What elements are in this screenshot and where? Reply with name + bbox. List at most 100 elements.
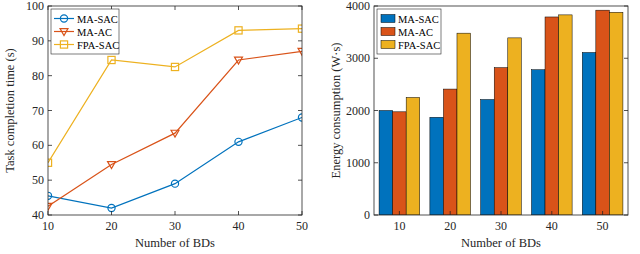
x-tick-label: 50	[597, 219, 609, 233]
y-tick-label: 3000	[346, 51, 370, 65]
legend-label: MA-SAC	[398, 14, 439, 25]
x-tick	[501, 211, 502, 215]
y-tick	[374, 58, 378, 59]
bar	[457, 33, 471, 215]
y-tick	[624, 215, 628, 216]
y-tick	[374, 215, 378, 216]
y-tick	[298, 40, 302, 41]
legend: MA-SAC MA-AC FPA-SAC	[51, 9, 119, 54]
bar	[582, 53, 596, 215]
marker	[171, 130, 179, 137]
x-tick-label: 40	[233, 219, 245, 233]
legend-box	[51, 9, 119, 54]
x-tick	[551, 211, 552, 215]
bar	[596, 10, 610, 215]
marker	[298, 114, 302, 121]
bar	[559, 15, 573, 215]
marker	[48, 192, 52, 199]
y-tick	[374, 6, 378, 7]
y-tick	[298, 75, 302, 76]
line	[48, 51, 302, 206]
y-tick	[48, 110, 52, 111]
x-tick	[238, 211, 239, 215]
legend-box	[377, 9, 441, 54]
legend: MA-SAC MA-AC FPA-SAC	[377, 9, 441, 54]
x-tick	[48, 6, 49, 10]
legend-label: FPA-SAC	[77, 40, 119, 51]
bar	[531, 70, 545, 215]
bar	[481, 100, 495, 215]
y-tick	[298, 145, 302, 146]
legend-swatch	[381, 41, 395, 49]
marker	[60, 41, 67, 48]
x-tick	[602, 211, 603, 215]
marker	[298, 48, 302, 55]
x-axis-title: Number of BDs	[135, 236, 215, 250]
bar	[494, 68, 508, 215]
chart: 4050607080901001020304050Number of BDsTa…	[3, 0, 308, 250]
bar	[406, 97, 420, 215]
marker	[298, 25, 302, 32]
legend-label: MA-SAC	[77, 14, 118, 25]
x-tick-label: 20	[444, 219, 456, 233]
y-tick	[48, 215, 52, 216]
y-tick-label: 4000	[346, 0, 370, 13]
y-tick-label: 90	[32, 34, 44, 48]
legend-swatch	[381, 28, 395, 36]
frame	[374, 6, 628, 215]
y-tick	[624, 6, 628, 7]
y-tick	[298, 180, 302, 181]
y-tick	[48, 75, 52, 76]
y-tick-label: 100	[26, 0, 44, 13]
y-tick	[624, 162, 628, 163]
x-tick-label: 50	[296, 219, 308, 233]
x-tick	[175, 6, 176, 10]
line	[48, 29, 302, 163]
x-tick-label: 40	[546, 219, 558, 233]
y-tick	[48, 6, 52, 7]
marker	[48, 203, 52, 210]
legend-line	[54, 31, 74, 32]
y-tick	[374, 110, 378, 111]
marker	[60, 15, 67, 22]
chart: 010002000300040001020304050Number of BDs…	[329, 0, 628, 250]
bar	[609, 12, 623, 215]
y-tick	[48, 145, 52, 146]
legend-line	[54, 18, 74, 19]
bar	[393, 112, 407, 215]
y-tick-label: 70	[32, 104, 44, 118]
legend-line	[54, 44, 74, 45]
marker	[108, 204, 115, 211]
x-tick-label: 10	[393, 219, 405, 233]
bar	[545, 17, 559, 215]
x-tick	[111, 211, 112, 215]
y-tick-label: 50	[32, 173, 44, 187]
bar	[443, 89, 457, 215]
y-tick	[298, 215, 302, 216]
x-tick-label: 20	[106, 219, 118, 233]
marker	[108, 56, 115, 63]
legend-label: FPA-SAC	[398, 40, 440, 51]
y-tick	[624, 58, 628, 59]
x-tick	[238, 6, 239, 10]
x-tick	[48, 211, 49, 215]
marker	[171, 180, 178, 187]
y-tick	[374, 162, 378, 163]
x-tick-label: 30	[495, 219, 507, 233]
x-tick	[450, 211, 451, 215]
marker	[235, 57, 243, 64]
marker	[108, 162, 116, 169]
x-tick-label: 10	[42, 219, 54, 233]
y-tick-label: 0	[364, 208, 370, 222]
y-axis-title: Task completion time (s)	[3, 48, 17, 172]
x-tick-label: 30	[169, 219, 181, 233]
y-axis-title: Energy consumption (W·s)	[329, 43, 343, 179]
legend-label: MA-AC	[398, 27, 433, 38]
marker	[60, 29, 68, 36]
plot-data	[379, 10, 623, 215]
y-tick-label: 60	[32, 138, 44, 152]
marker	[235, 138, 242, 145]
y-tick-label: 80	[32, 69, 44, 83]
y-tick	[624, 110, 628, 111]
legend-label: MA-AC	[77, 27, 112, 38]
